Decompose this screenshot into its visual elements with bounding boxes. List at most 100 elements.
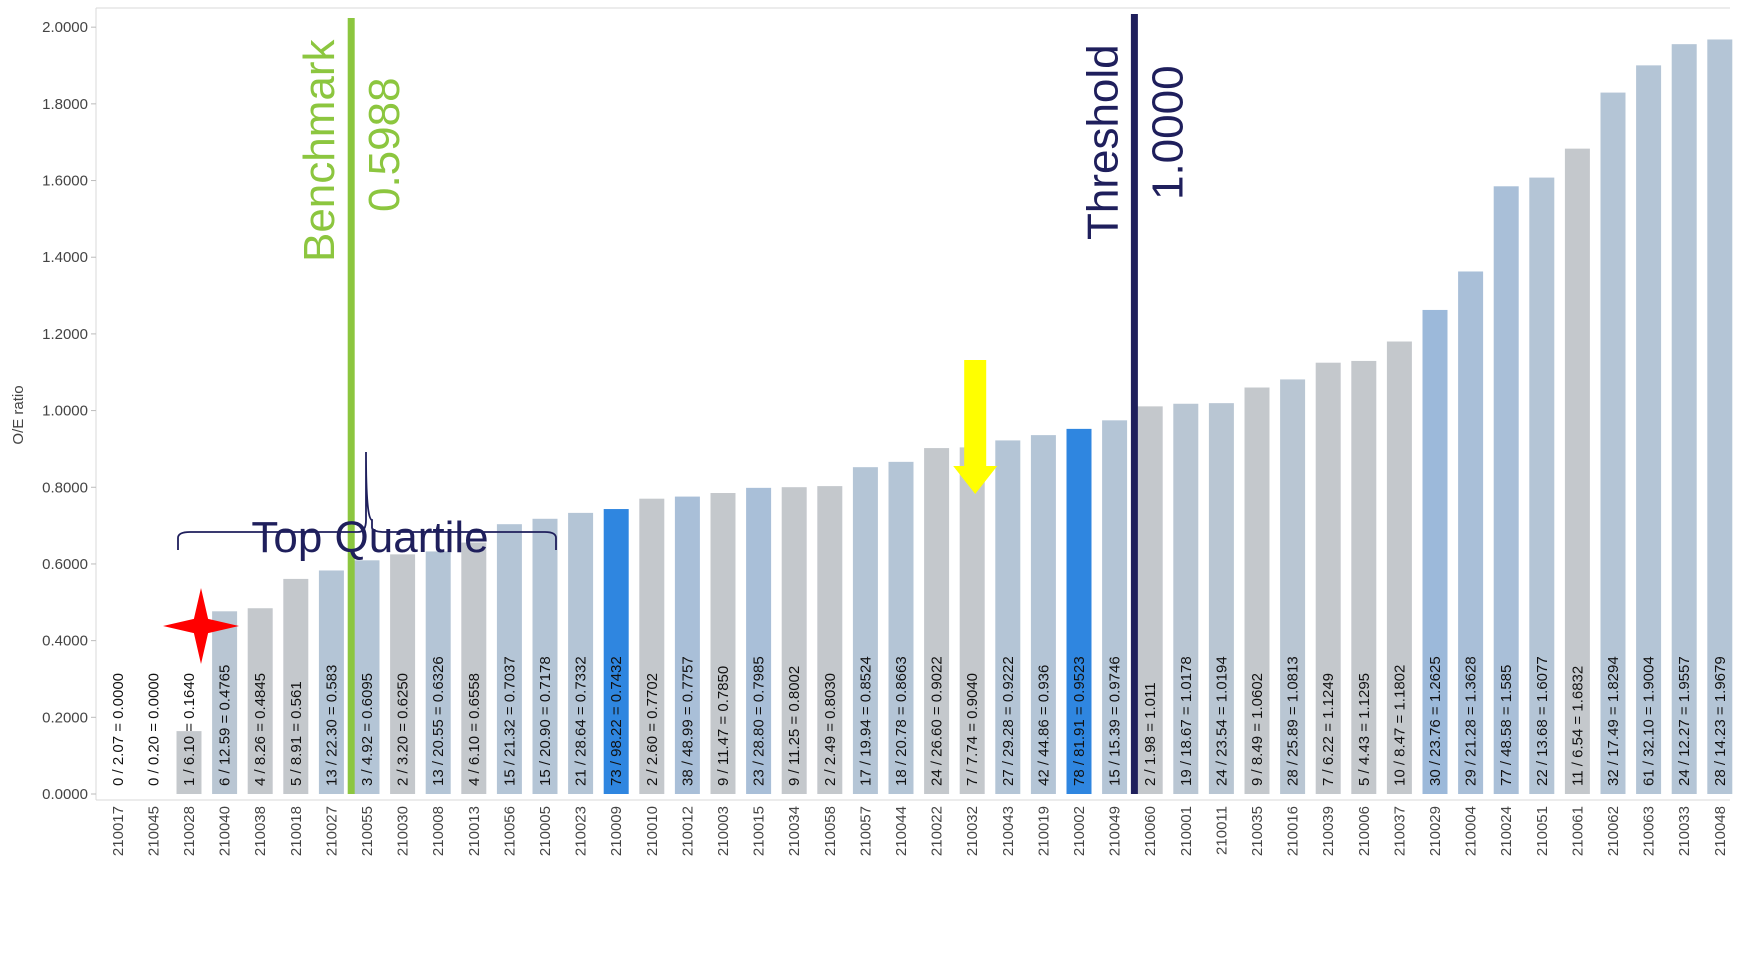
bar-210040 — [212, 611, 238, 794]
x-tick-label-210035: 210035 — [1249, 806, 1266, 856]
bar-label-210018: 5 / 8.91 = 0.561 — [288, 681, 305, 786]
bar-label-210040: 6 / 12.59 = 0.4765 — [217, 665, 234, 786]
x-tick-label-210037: 210037 — [1391, 806, 1408, 856]
bar-label-210011: 24 / 23.54 = 1.0194 — [1213, 656, 1230, 786]
bar-210043 — [995, 440, 1021, 794]
bar-210012 — [674, 496, 700, 794]
bar-label-210063: 61 / 32.10 = 1.9004 — [1641, 656, 1658, 786]
y-tick-label: 0.0000 — [42, 786, 88, 803]
y-tick-label: 0.6000 — [42, 556, 88, 573]
bar-210062 — [1600, 92, 1626, 794]
down-arrow-icon — [953, 360, 998, 494]
bar-210011 — [1208, 403, 1234, 794]
bar-210019 — [1030, 435, 1056, 794]
bar-label-210019: 42 / 44.86 = 0.936 — [1035, 665, 1052, 786]
y-tick-label: 1.4000 — [42, 249, 88, 266]
bar-210028 — [176, 731, 202, 794]
top-quartile-label: Top Quartile — [251, 513, 488, 562]
x-tick-label-210011: 210011 — [1213, 806, 1230, 855]
bar-label-210045: 0 / 0.20 = 0.0000 — [145, 673, 162, 786]
bar-210039 — [1315, 362, 1341, 794]
bar-210058 — [817, 486, 843, 794]
x-tick-label-210038: 210038 — [252, 806, 269, 856]
x-tick-label-210058: 210058 — [822, 806, 839, 856]
bar-210035 — [1244, 387, 1270, 794]
bar-210055 — [354, 560, 380, 794]
bar-label-210056: 15 / 21.32 = 0.7037 — [501, 656, 518, 786]
bar-210049 — [1102, 420, 1128, 794]
x-tick-label-210060: 210060 — [1142, 806, 1159, 856]
bar-210030 — [390, 554, 416, 794]
bar-210037 — [1386, 341, 1412, 794]
bar-label-210016: 28 / 25.89 = 1.0813 — [1285, 656, 1302, 786]
bar-210048 — [1707, 39, 1733, 795]
bar-label-210024: 77 / 48.58 = 1.585 — [1498, 665, 1515, 786]
bar-label-210060: 2 / 1.98 = 1.011 — [1142, 682, 1159, 786]
x-tick-label-210002: 210002 — [1071, 806, 1088, 856]
annotations: Top Quartile — [163, 360, 998, 664]
x-tick-label-210049: 210049 — [1107, 806, 1124, 856]
x-tick-label-210062: 210062 — [1605, 806, 1622, 856]
y-axis-title: O/E ratio — [10, 385, 27, 444]
x-tick-label-210010: 210010 — [644, 806, 661, 856]
x-tick-label-210012: 210012 — [679, 806, 696, 856]
x-tick-label-210013: 210013 — [466, 806, 483, 856]
y-axis: 0.0000 0.2000 0.4000 0.6000 0.8000 1.0000 1.20… — [10, 8, 97, 803]
bar-label-210048: 28 / 14.23 = 1.9679 — [1712, 656, 1729, 786]
x-tick-label-210032: 210032 — [964, 806, 981, 856]
bar-label-210030: 2 / 3.20 = 0.6250 — [395, 673, 412, 786]
bar-label-210028: 1 / 6.10 = 0.1640 — [181, 673, 198, 786]
bar-label-210051: 22 / 13.68 = 1.6077 — [1534, 656, 1551, 786]
bar-210063 — [1636, 65, 1662, 794]
bar-210002 — [1066, 428, 1092, 794]
bar-210008 — [425, 551, 451, 794]
bar-label-210022: 24 / 26.60 = 0.9022 — [929, 656, 946, 786]
y-tick-label: 1.0000 — [42, 403, 88, 420]
bar-label-210062: 32 / 17.49 = 1.8294 — [1605, 656, 1622, 786]
bar-label-210015: 23 / 28.80 = 0.7985 — [751, 656, 768, 786]
bar-210022 — [924, 448, 950, 794]
star-marker-icon — [163, 588, 239, 664]
bar-210033 — [1671, 44, 1697, 794]
x-tick-label-210009: 210009 — [608, 806, 625, 856]
bar-210004 — [1458, 271, 1484, 794]
x-tick-label-210057: 210057 — [857, 806, 874, 856]
x-tick-label-210034: 210034 — [786, 806, 803, 856]
bar-210029 — [1422, 309, 1448, 794]
x-tick-label-210051: 210051 — [1534, 806, 1551, 856]
bar-label-210049: 15 / 15.39 = 0.9746 — [1107, 656, 1124, 786]
x-tick-label-210017: 210017 — [110, 806, 127, 856]
x-tick-label-210061: 210061 — [1569, 806, 1586, 856]
x-tick-label-210044: 210044 — [893, 806, 910, 856]
y-tick-label: 0.4000 — [42, 633, 88, 650]
x-tick-label-210029: 210029 — [1427, 806, 1444, 856]
bar-label-210034: 9 / 11.25 = 0.8002 — [786, 666, 803, 786]
bar-label-210035: 9 / 8.49 = 1.0602 — [1249, 673, 1266, 786]
top-quartile-bracket — [177, 451, 557, 550]
bar-210018 — [283, 578, 309, 794]
x-tick-label-210024: 210024 — [1498, 806, 1515, 856]
x-tick-label-210008: 210008 — [430, 806, 447, 856]
x-tick-label-210006: 210006 — [1356, 806, 1373, 856]
bar-label-210061: 11 / 6.54 = 1.6832 — [1569, 666, 1586, 786]
bar-label-210038: 4 / 8.26 = 0.4845 — [252, 673, 269, 786]
x-tick-label-210048: 210048 — [1712, 806, 1729, 856]
bar-210056 — [496, 524, 522, 794]
x-tick-label-210063: 210063 — [1641, 806, 1658, 856]
bar-label-210032: 7 / 7.74 = 0.9040 — [964, 673, 981, 786]
bar-label-210055: 3 / 4.92 = 0.6095 — [359, 673, 376, 786]
x-tick-label-210028: 210028 — [181, 806, 198, 856]
bar-label-210058: 2 / 2.49 = 0.8030 — [822, 673, 839, 786]
bar-label-210037: 10 / 8.47 = 1.1802 — [1391, 665, 1408, 786]
bar-210034 — [781, 487, 807, 794]
bar-label-210006: 5 / 4.43 = 1.1295 — [1356, 673, 1373, 786]
x-axis: 210017 210045 210028 210040 210038 210018 2100… — [96, 799, 1730, 856]
bar-210009 — [603, 509, 629, 794]
bar-210057 — [852, 467, 878, 794]
bar-labels-group: 0 / 2.07 = 0.0000 0 / 0.20 = 0.0000 1 / 6.… — [110, 656, 1729, 786]
bar-label-210004: 29 / 21.28 = 1.3628 — [1463, 656, 1480, 786]
bar-label-210013: 4 / 6.10 = 0.6558 — [466, 673, 483, 786]
bar-label-210017: 0 / 2.07 = 0.0000 — [110, 673, 127, 786]
bar-210016 — [1280, 379, 1306, 794]
